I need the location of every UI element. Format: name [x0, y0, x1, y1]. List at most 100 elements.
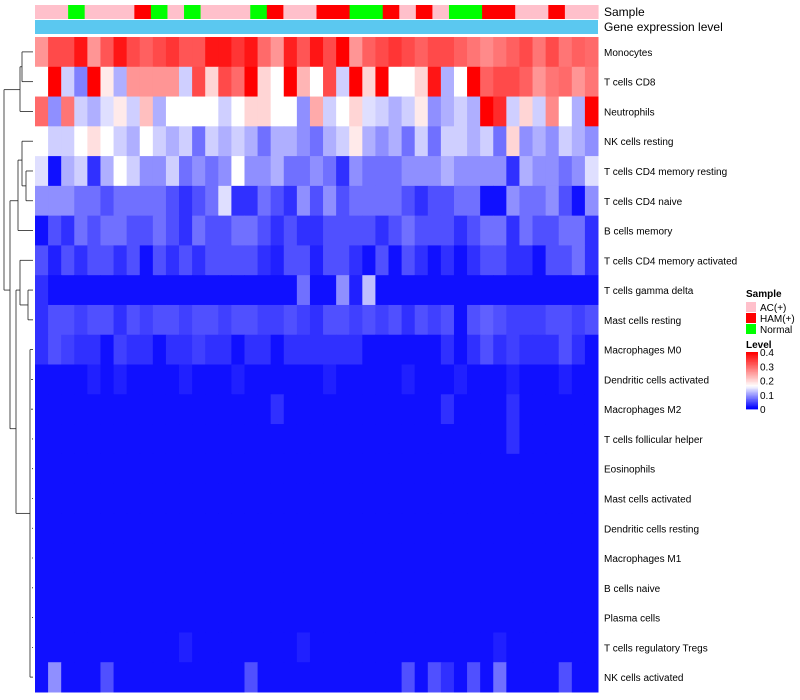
heatmap-cell: [493, 453, 507, 485]
heatmap-cell: [126, 126, 141, 157]
heatmap-cell: [113, 126, 128, 157]
heatmap-cell: [519, 364, 534, 395]
level-legend-gradient-step: [746, 394, 758, 397]
heatmap-cell: [231, 424, 245, 455]
heatmap-cell: [296, 215, 311, 246]
heatmap-cell: [349, 543, 363, 574]
heatmap-cell: [427, 185, 442, 217]
heatmap-cell: [323, 513, 337, 544]
heatmap-cell: [257, 126, 272, 157]
heatmap-cell: [375, 364, 390, 395]
heatmap-cell: [519, 602, 534, 633]
heatmap-cell: [349, 334, 363, 365]
heatmap-cell: [270, 572, 285, 604]
heatmap-cell: [74, 394, 88, 425]
heatmap-cell: [414, 483, 429, 514]
heatmap-cell: [309, 424, 324, 455]
heatmap-cell: [388, 37, 403, 68]
heatmap-cell: [493, 245, 507, 276]
heatmap-cell: [401, 334, 416, 365]
heatmap-cell: [113, 66, 128, 98]
heatmap-cell: [244, 185, 259, 217]
heatmap-cell: [362, 156, 376, 187]
level-legend-tick: 0.3: [760, 362, 774, 373]
heatmap-cell: [480, 245, 494, 276]
heatmap-cell: [453, 126, 468, 157]
heatmap-cell: [571, 453, 586, 485]
heatmap-cell: [205, 215, 219, 246]
heatmap-cell: [48, 156, 62, 187]
heatmap-cell: [61, 245, 75, 276]
heatmap-cell: [61, 96, 75, 127]
heatmap-cell: [362, 66, 376, 98]
level-legend-gradient-step: [746, 364, 758, 367]
sample-annotation-cell: [35, 5, 53, 19]
heatmap-cell: [100, 394, 115, 425]
heatmap-cell: [139, 632, 154, 663]
heatmap-cell: [375, 66, 390, 98]
heatmap-cell: [218, 37, 232, 68]
heatmap-cell: [362, 662, 376, 693]
heatmap-cell: [270, 394, 285, 425]
heatmap-cell: [244, 66, 259, 98]
level-legend-gradient-step: [746, 356, 758, 359]
heatmap-cell: [139, 66, 154, 98]
heatmap-cell: [35, 96, 49, 127]
level-legend-gradient-step: [746, 367, 758, 370]
heatmap-cell: [74, 602, 88, 633]
heatmap-cell: [87, 513, 101, 544]
heatmap-cell: [440, 304, 455, 336]
heatmap-cell: [296, 126, 311, 157]
row-label: T cells CD4 memory activated: [604, 256, 737, 267]
heatmap-cell: [87, 334, 101, 365]
heatmap-cell: [192, 513, 206, 544]
heatmap-cell: [545, 275, 560, 306]
heatmap-cell: [336, 96, 350, 127]
heatmap-cell: [375, 394, 390, 425]
heatmap-cell: [231, 96, 245, 127]
heatmap-cell: [519, 543, 534, 574]
sample-annotation-cell: [432, 5, 450, 19]
level-legend-gradient-step: [746, 354, 758, 357]
heatmap-cell: [113, 513, 128, 544]
heatmap-cell: [388, 632, 403, 663]
heatmap-cell: [571, 304, 586, 336]
heatmap-cell: [244, 334, 259, 365]
heatmap-cell: [309, 185, 324, 217]
heatmap-cell: [165, 126, 180, 157]
heatmap-cell: [362, 245, 376, 276]
heatmap-cell: [205, 156, 219, 187]
heatmap-cell: [48, 424, 62, 455]
heatmap-cell: [139, 483, 154, 514]
heatmap-cell: [453, 304, 468, 336]
heatmap-cell: [257, 364, 272, 395]
heatmap-cell: [506, 662, 520, 693]
heatmap-cell: [349, 453, 363, 485]
heatmap-cell: [231, 572, 245, 604]
heatmap-cell: [362, 394, 376, 425]
heatmap-cell: [532, 156, 547, 187]
heatmap-cell: [584, 632, 599, 663]
heatmap-cell: [480, 572, 494, 604]
heatmap-cell: [401, 632, 416, 663]
heatmap-cell: [48, 513, 62, 544]
heatmap-cell: [480, 334, 494, 365]
heatmap-cell: [218, 156, 232, 187]
level-legend-gradient-step: [746, 359, 758, 361]
heatmap-cell: [453, 96, 468, 127]
heatmap-cell: [414, 632, 429, 663]
heatmap-cell: [283, 66, 298, 98]
heatmap-cell: [493, 37, 507, 68]
heatmap-cell: [309, 96, 324, 127]
heatmap-cell: [388, 304, 403, 336]
level-legend-gradient-step: [746, 403, 758, 406]
heatmap-cell: [257, 453, 272, 485]
heatmap-cell: [545, 453, 560, 485]
heatmap-cell: [283, 572, 298, 604]
heatmap-cell: [349, 66, 363, 98]
heatmap-cell: [401, 185, 416, 217]
heatmap-cell: [414, 662, 429, 693]
sample-annotation-cell: [150, 5, 169, 19]
heatmap-cell: [270, 185, 285, 217]
